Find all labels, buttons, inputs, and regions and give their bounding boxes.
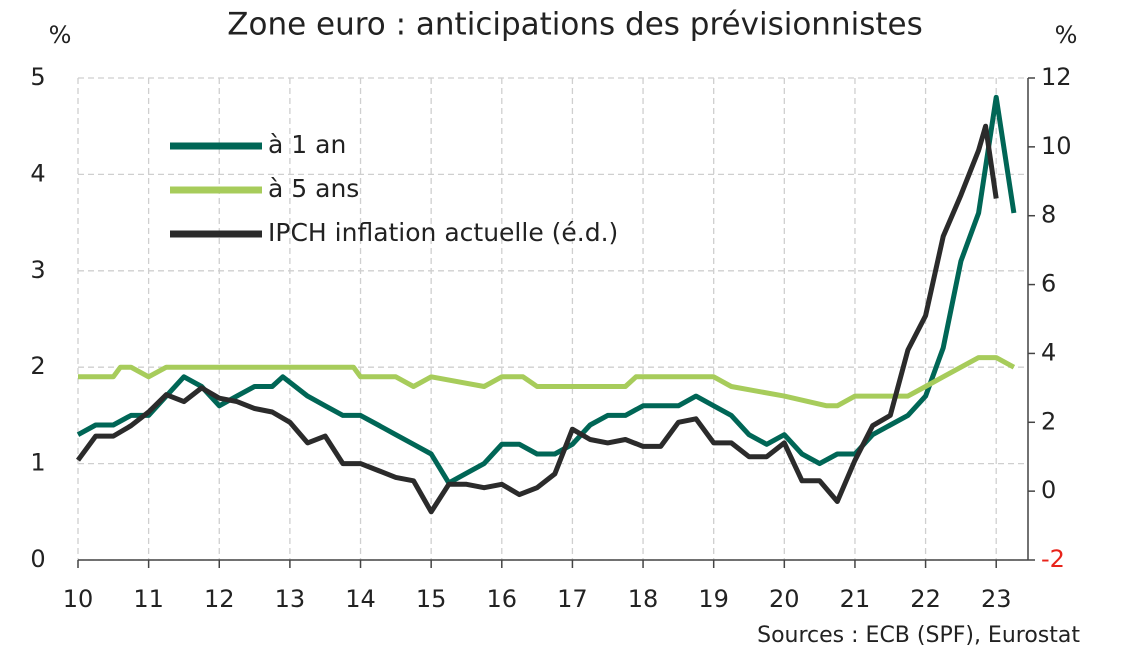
legend-label: à 5 ans — [268, 174, 359, 203]
y2-tick-label: -2 — [1041, 545, 1065, 573]
y2-tick-label: 2 — [1041, 407, 1056, 435]
x-tick-label: 17 — [557, 585, 588, 613]
y2-unit: % — [1055, 21, 1078, 49]
y-tick-label: 2 — [30, 352, 45, 380]
y2-tick-label: 0 — [1041, 476, 1056, 504]
x-tick-label: 22 — [910, 585, 941, 613]
legend-label: IPCH inflation actuelle (é.d.) — [268, 218, 618, 247]
y2-tick-label: 12 — [1041, 63, 1072, 91]
x-tick-label: 15 — [416, 585, 447, 613]
y-tick-label: 3 — [30, 256, 45, 284]
x-tick-label: 16 — [487, 585, 518, 613]
x-tick-label: 12 — [204, 585, 235, 613]
y-unit: % — [49, 21, 72, 49]
y2-tick-label: 6 — [1041, 270, 1056, 298]
y2-tick-label: 10 — [1041, 132, 1072, 160]
y2-tick-label: 4 — [1041, 338, 1056, 366]
chart-title: Zone euro : anticipations des prévisionn… — [227, 7, 923, 43]
y-tick-label: 4 — [30, 159, 45, 187]
x-tick-label: 21 — [840, 585, 871, 613]
x-tick-label: 23 — [981, 585, 1012, 613]
x-tick-label: 10 — [63, 585, 94, 613]
x-tick-label: 11 — [133, 585, 164, 613]
line — [75, 123, 999, 515]
x-tick-label: 18 — [628, 585, 659, 613]
y-tick-label: 1 — [30, 449, 45, 477]
y-tick-label: 0 — [30, 545, 45, 573]
y2-tick-label: 8 — [1041, 201, 1056, 229]
x-tick-label: 19 — [698, 585, 729, 613]
source: Sources : ECB (SPF), Eurostat — [757, 623, 1080, 648]
legend-label: à 1 an — [268, 130, 346, 159]
x-tick-label: 14 — [345, 585, 376, 613]
x-tick-label: 13 — [275, 585, 306, 613]
y-tick-label: 5 — [30, 63, 45, 91]
line — [78, 355, 1016, 409]
x-tick-label: 20 — [769, 585, 800, 613]
